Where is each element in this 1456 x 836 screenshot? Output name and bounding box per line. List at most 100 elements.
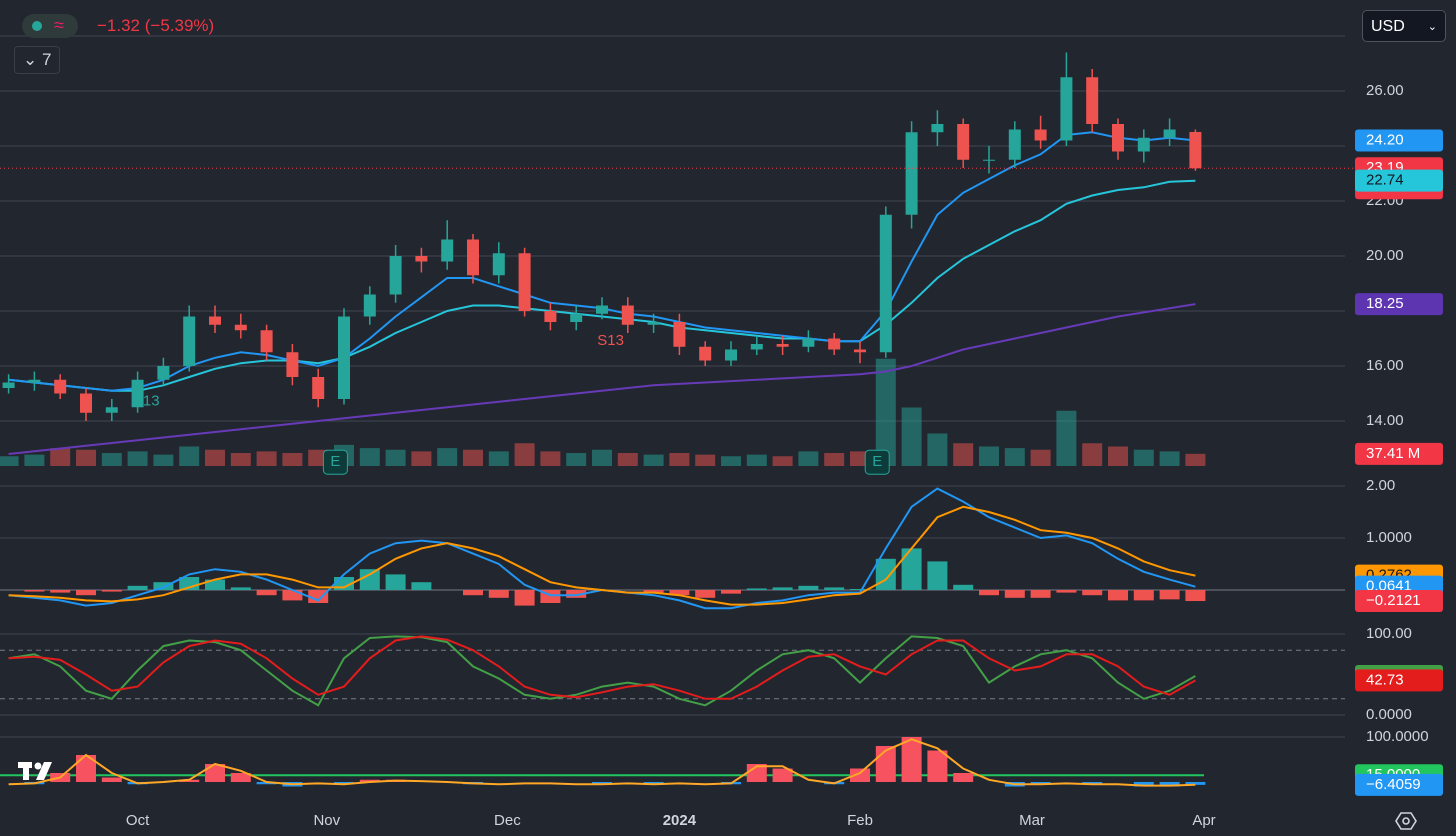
candle-body bbox=[415, 256, 428, 262]
volume-bar bbox=[1133, 449, 1154, 466]
histogram-bar bbox=[385, 574, 406, 590]
histogram-bar bbox=[772, 587, 793, 590]
volume-bar bbox=[695, 454, 716, 466]
x-tick-label: Oct bbox=[126, 812, 150, 829]
candle-body bbox=[157, 366, 170, 380]
candle-body bbox=[1112, 124, 1124, 152]
volume-bar bbox=[205, 449, 225, 466]
volume-bar bbox=[1056, 410, 1077, 466]
candle-body bbox=[1137, 137, 1150, 152]
price-badge bbox=[1355, 169, 1443, 192]
candle-body bbox=[1086, 77, 1099, 124]
candle-body bbox=[260, 330, 273, 353]
histogram-bar bbox=[927, 750, 948, 782]
candle-body bbox=[518, 253, 531, 311]
histogram-bar bbox=[308, 590, 329, 603]
volume-bar bbox=[927, 433, 948, 466]
histogram-bar bbox=[256, 782, 277, 785]
status-dot bbox=[32, 21, 42, 31]
histogram-bar bbox=[1004, 590, 1025, 598]
badge-label: −0.2121 bbox=[1366, 592, 1421, 609]
chevron: ⌄ bbox=[1427, 21, 1437, 33]
y-tick-label: 2.00 bbox=[1366, 477, 1395, 494]
volume-bar bbox=[127, 451, 148, 466]
histogram-bar bbox=[875, 558, 896, 590]
histogram-bar bbox=[1030, 782, 1051, 785]
badge-label: 18.25 bbox=[1366, 295, 1404, 312]
volume-bar bbox=[901, 407, 922, 466]
histogram-bar bbox=[850, 588, 870, 590]
interval-dropdown[interactable]: ⌄ 7 bbox=[14, 46, 60, 74]
histogram-bar bbox=[1082, 590, 1103, 596]
histogram-bar bbox=[850, 768, 870, 782]
candle-body bbox=[931, 124, 944, 133]
interval: 7 bbox=[41, 50, 52, 69]
price-badge bbox=[1355, 773, 1443, 796]
annotation: S13 bbox=[597, 332, 624, 349]
annotation: E bbox=[330, 453, 340, 470]
histogram-bar bbox=[230, 773, 251, 782]
candle-body bbox=[209, 316, 221, 325]
histogram-bar bbox=[101, 590, 122, 592]
volume-bar bbox=[282, 453, 303, 466]
volume-bar bbox=[1004, 448, 1025, 466]
histogram-bar bbox=[76, 755, 96, 782]
volume-bar bbox=[50, 448, 71, 466]
histogram-bar bbox=[1056, 590, 1077, 593]
x-tick-label: Mar bbox=[1019, 812, 1045, 829]
candle-body bbox=[389, 256, 402, 295]
earnings-box bbox=[864, 449, 890, 475]
volume-bar bbox=[1030, 449, 1051, 466]
histogram-bar bbox=[127, 585, 148, 590]
histogram-bar bbox=[1185, 590, 1206, 602]
volume-bar bbox=[1108, 446, 1128, 466]
histogram-bar bbox=[1133, 782, 1154, 787]
price-badge bbox=[1355, 442, 1443, 465]
histogram-bar bbox=[359, 569, 380, 590]
volume-bar bbox=[566, 453, 587, 466]
volume-bar bbox=[101, 453, 122, 466]
histogram-bar bbox=[643, 782, 664, 785]
settings-icon[interactable] bbox=[1395, 812, 1417, 830]
x-tick-label: Feb bbox=[847, 812, 873, 829]
volume-bar bbox=[1185, 453, 1206, 466]
tradingview-logo bbox=[18, 762, 52, 780]
candle-body bbox=[363, 294, 376, 317]
volume-bar bbox=[437, 448, 458, 466]
x-tick-label: Apr bbox=[1192, 812, 1215, 829]
candle-body bbox=[28, 379, 41, 383]
volume-bar bbox=[153, 454, 174, 466]
candle-body bbox=[647, 322, 660, 325]
volume-bar bbox=[824, 453, 845, 466]
volume-bar bbox=[953, 443, 974, 466]
status-pill[interactable]: ≈ bbox=[22, 14, 78, 38]
volume-bar bbox=[179, 446, 200, 466]
indicator-line bbox=[8, 505, 1196, 606]
y-tick-label: 14.00 bbox=[1366, 412, 1404, 429]
volume-bar bbox=[359, 448, 380, 466]
histogram-bar bbox=[695, 590, 716, 598]
histogram-bar bbox=[798, 585, 819, 590]
volume-bar bbox=[0, 456, 19, 466]
volume-bar bbox=[1082, 443, 1103, 466]
volume-bar bbox=[256, 451, 277, 466]
volume-bar bbox=[411, 451, 432, 466]
y-tick-label: 16.00 bbox=[1366, 357, 1404, 374]
volume-bar bbox=[385, 449, 406, 466]
y-tick-label: 0.0000 bbox=[1366, 706, 1412, 723]
histogram-bar bbox=[179, 779, 200, 782]
currency-button[interactable]: USD ⌄ bbox=[1362, 10, 1446, 42]
y-tick-label: 100.00 bbox=[1366, 625, 1412, 642]
x-tick-label: Dec bbox=[494, 812, 521, 829]
candle-body bbox=[621, 305, 634, 325]
histogram-bar bbox=[772, 768, 793, 782]
y-tick-label: 26.00 bbox=[1366, 82, 1404, 99]
histogram-bar bbox=[334, 782, 354, 785]
histogram-bar bbox=[153, 582, 174, 590]
volume-bar bbox=[1159, 451, 1180, 466]
volume-bar bbox=[617, 453, 638, 466]
candle-body bbox=[441, 239, 454, 262]
y-tick-label: 100.0000 bbox=[1366, 728, 1429, 745]
histogram-bar bbox=[1030, 590, 1051, 598]
